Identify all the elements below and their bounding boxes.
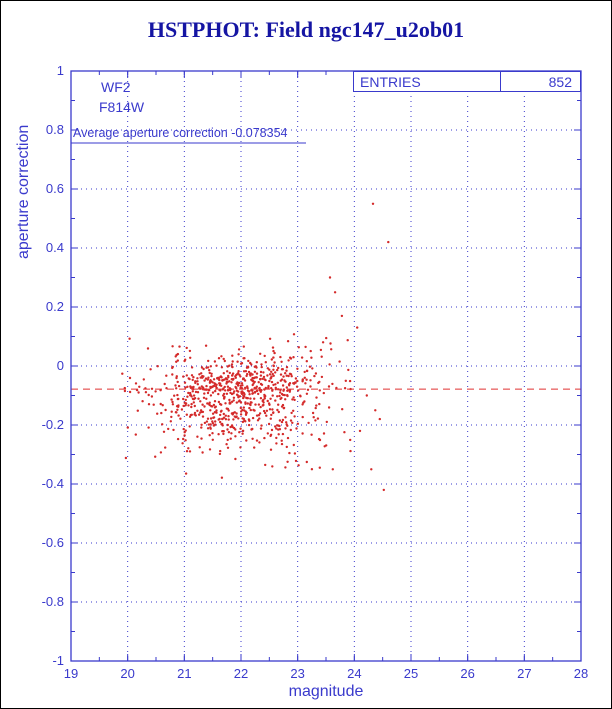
svg-text:-0.2: -0.2 bbox=[42, 417, 64, 432]
y-axis-title: aperture correction bbox=[15, 124, 32, 259]
svg-text:-0.4: -0.4 bbox=[42, 476, 64, 491]
svg-text:-0.6: -0.6 bbox=[42, 535, 64, 550]
grid bbox=[71, 71, 581, 661]
svg-text:22: 22 bbox=[234, 666, 248, 681]
entries-box-divider bbox=[500, 72, 501, 91]
x-axis-title: magnitude bbox=[288, 683, 364, 700]
svg-text:27: 27 bbox=[517, 666, 531, 681]
annotation-lines bbox=[71, 142, 581, 390]
entries-value: 852 bbox=[548, 73, 572, 90]
entries-box: ENTRIES 852 bbox=[353, 71, 581, 92]
svg-text:0.6: 0.6 bbox=[46, 181, 64, 196]
svg-text:28: 28 bbox=[574, 666, 588, 681]
svg-text:-1: -1 bbox=[52, 653, 64, 668]
entries-label: ENTRIES bbox=[360, 73, 421, 90]
filter-label: F814W bbox=[99, 99, 145, 115]
svg-text:19: 19 bbox=[64, 666, 78, 681]
svg-text:1: 1 bbox=[57, 63, 64, 78]
svg-text:21: 21 bbox=[177, 666, 191, 681]
svg-text:20: 20 bbox=[120, 666, 134, 681]
svg-text:25: 25 bbox=[404, 666, 418, 681]
svg-text:23: 23 bbox=[290, 666, 304, 681]
svg-text:26: 26 bbox=[460, 666, 474, 681]
plot-frame bbox=[70, 70, 582, 662]
svg-text:24: 24 bbox=[347, 666, 361, 681]
tick-labels: 19 20 21 22 23 24 25 26 27 28 1 0.8 0.6 0.4 0.2 0 -0.2 -0… bbox=[42, 63, 589, 681]
average-correction-label: Average aperture correction -0.078354 bbox=[73, 126, 288, 140]
page-title: HSTPHOT: Field ngc147_u2ob01 bbox=[147, 17, 465, 42]
svg-text:0.4: 0.4 bbox=[46, 240, 64, 255]
svg-text:0: 0 bbox=[57, 358, 64, 373]
svg-text:0.2: 0.2 bbox=[46, 299, 64, 314]
camera-chip-label: WF2 bbox=[101, 79, 131, 95]
svg-text:-0.8: -0.8 bbox=[42, 594, 64, 609]
scatter-points bbox=[121, 202, 390, 492]
svg-text:0.8: 0.8 bbox=[46, 122, 64, 137]
